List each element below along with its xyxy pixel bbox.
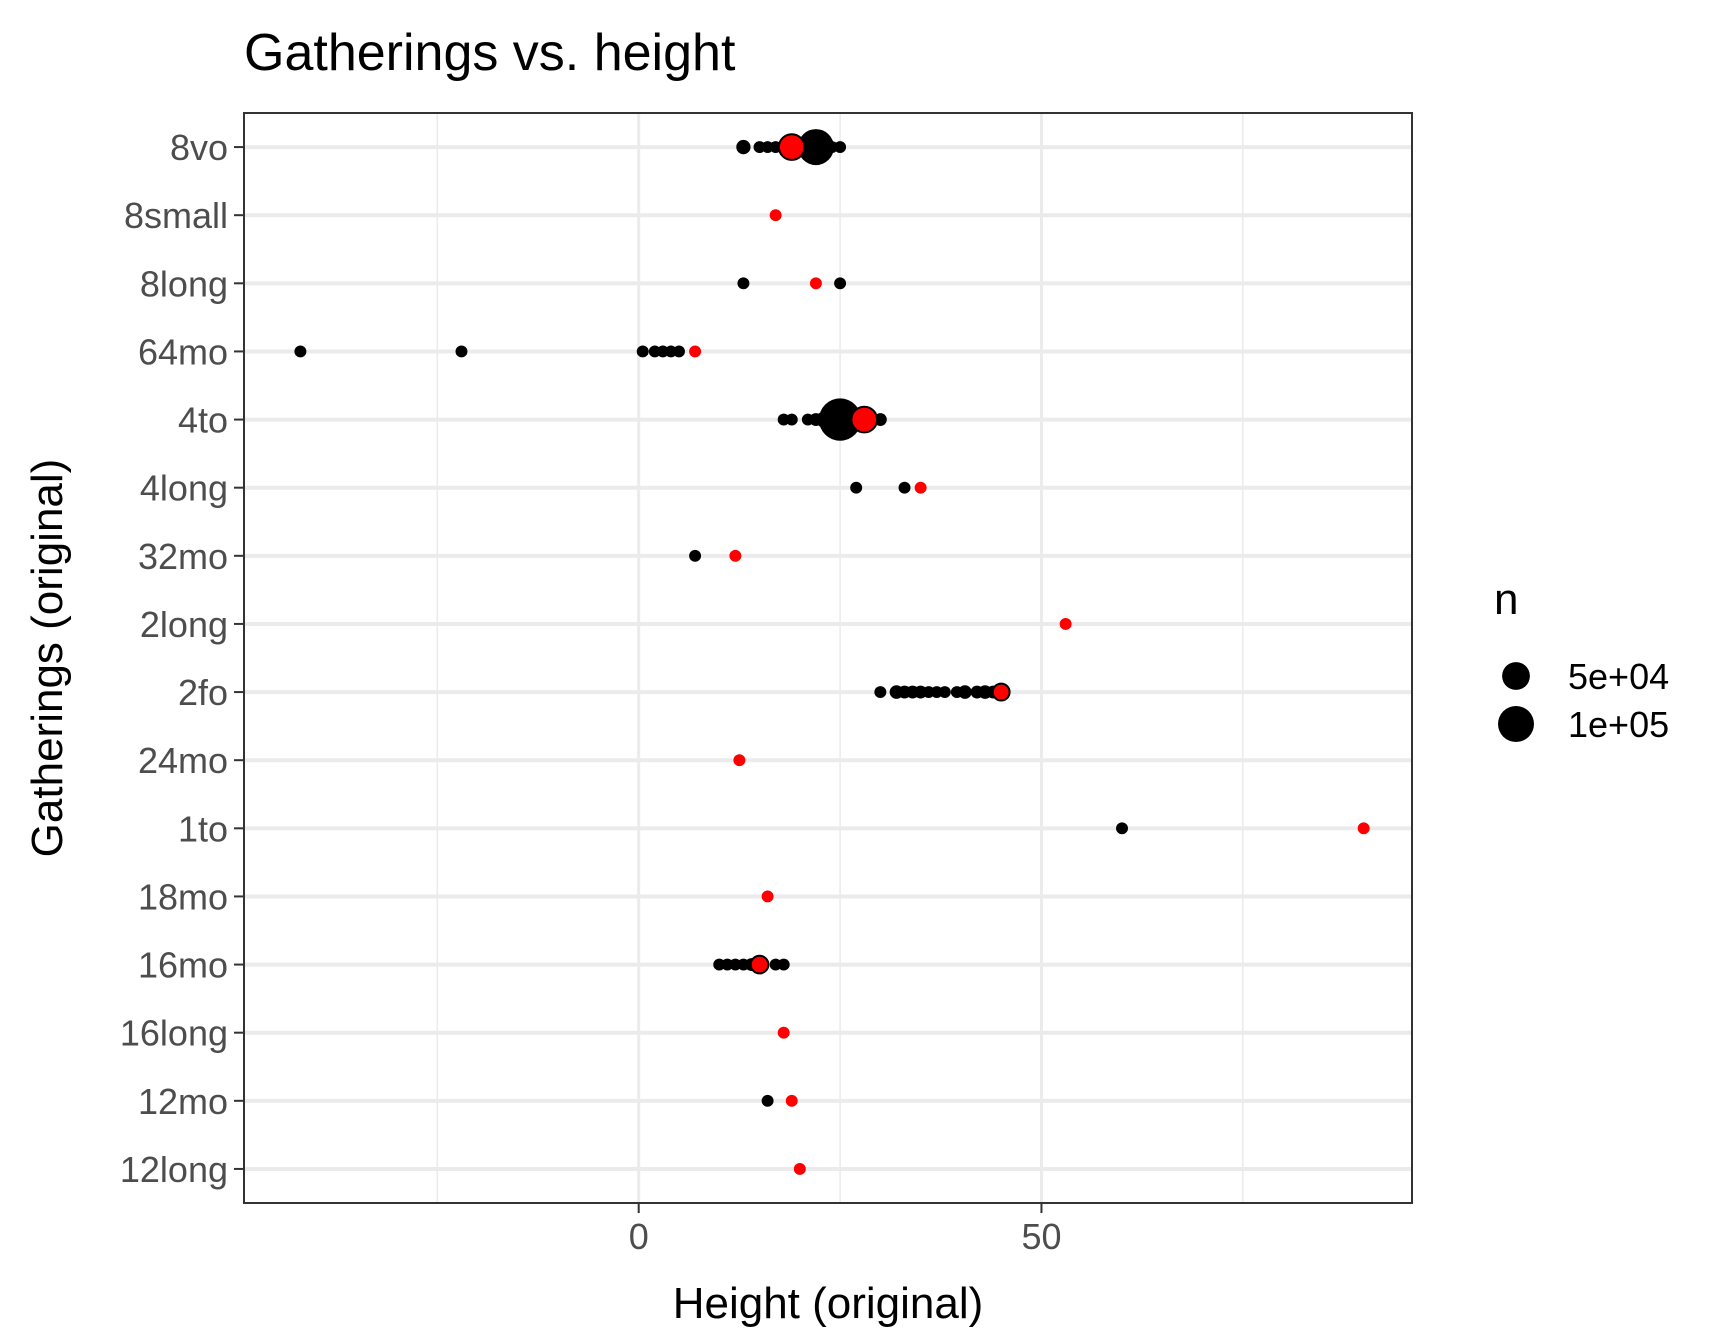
highlight-point (761, 890, 774, 903)
legend: n 5e+04 1e+05 (1494, 575, 1669, 745)
data-point (737, 277, 750, 290)
data-point (818, 398, 862, 441)
data-point (797, 129, 834, 166)
highlight-point (689, 345, 702, 358)
highlight-point (793, 1162, 806, 1175)
x-axis: 0 50 (629, 1203, 1061, 1257)
legend-key (1502, 662, 1530, 690)
panel-border (243, 112, 1413, 1204)
highlight-point (850, 405, 879, 434)
data-point (1116, 822, 1128, 835)
y-tick-label: 32mo (138, 536, 228, 577)
highlight-point (769, 209, 782, 222)
y-tick-label: 64mo (138, 331, 228, 372)
highlight-point (809, 277, 822, 290)
legend-label: 1e+05 (1568, 704, 1669, 745)
data-point (785, 413, 798, 426)
highlight-point (914, 481, 927, 494)
data-point (834, 277, 847, 290)
highlight-point (777, 133, 806, 161)
y-tick-label: 2fo (178, 672, 228, 713)
data-point (636, 345, 649, 358)
y-tick-label: 12long (120, 1149, 228, 1190)
x-tick-label: 0 (629, 1216, 649, 1257)
legend-key (1498, 706, 1534, 742)
highlight-point (1357, 822, 1370, 835)
data-point (898, 481, 911, 494)
highlight-point (733, 754, 746, 767)
y-tick-label: 12mo (138, 1081, 228, 1122)
chart-title: Gatherings vs. height (244, 24, 736, 82)
y-tick-label: 18mo (138, 876, 228, 917)
data-point (850, 481, 863, 494)
legend-label: 5e+04 (1568, 656, 1669, 697)
data-point (777, 958, 790, 971)
y-tick-label: 8long (140, 263, 228, 304)
highlight-point (1059, 617, 1072, 630)
data-point (689, 549, 702, 562)
y-tick-label: 4to (178, 400, 228, 441)
data-point (874, 686, 887, 699)
data-point (736, 139, 751, 155)
y-tick-label: 2long (140, 604, 228, 645)
y-tick-label: 16long (120, 1013, 228, 1054)
highlight-point (749, 954, 770, 975)
y-axis-title: Gatherings (original) (23, 459, 72, 858)
data-points (294, 129, 1370, 1175)
legend-title: n (1494, 575, 1518, 624)
data-point (938, 686, 951, 699)
y-tick-label: 8small (124, 195, 228, 236)
highlight-point (729, 549, 742, 562)
y-tick-label: 4long (140, 468, 228, 509)
y-tick-label: 16mo (138, 945, 228, 986)
data-point (294, 345, 307, 358)
x-tick-label: 50 (1021, 1216, 1061, 1257)
highlight-point (777, 1026, 790, 1039)
data-point (834, 141, 847, 154)
data-point (958, 685, 972, 699)
x-axis-title: Height (original) (673, 1279, 984, 1328)
data-point (455, 345, 468, 358)
y-tick-label: 8vo (170, 127, 228, 168)
y-tick-label: 1to (178, 808, 228, 849)
highlight-point (991, 682, 1011, 702)
data-point (672, 345, 685, 358)
y-tick-label: 24mo (138, 740, 228, 781)
data-point (761, 1094, 774, 1107)
grid-lines (244, 113, 1412, 1203)
y-axis: 8vo 8small 8long 64mo 4to 4long 32mo 2long 2fo 24… (120, 127, 244, 1190)
highlight-point (785, 1094, 798, 1107)
panel-background (244, 113, 1412, 1203)
